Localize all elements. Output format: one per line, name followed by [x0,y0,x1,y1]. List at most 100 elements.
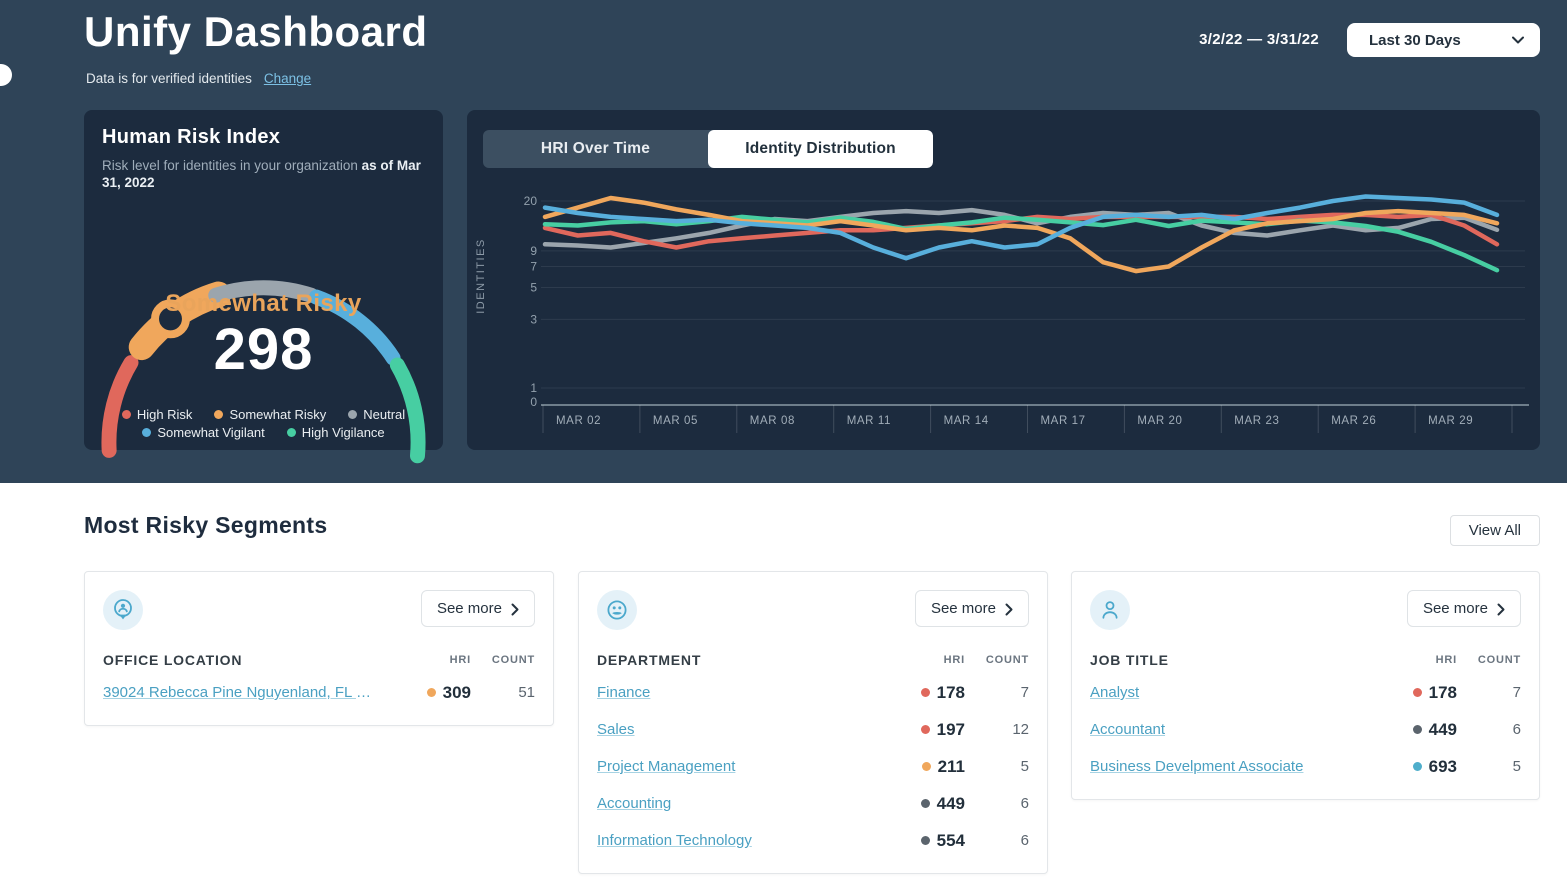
segment-row: Accountant 449 6 [1090,711,1521,748]
segment-row: Analyst 178 7 [1090,674,1521,711]
identity-chart-card: HRI Over Time Identity Distribution IDEN… [467,110,1540,450]
see-more-label: See more [436,600,502,617]
hri-value: 211 [937,756,965,776]
legend-dot [214,410,224,419]
y-axis-label: IDENTITIES [475,238,487,314]
hri-value: 178 [1428,682,1457,702]
chevron-right-icon [1497,603,1505,615]
gauge-legend-item: Somewhat Risky [214,407,326,422]
segment-count: 51 [518,684,535,701]
segment-card-top: See more [1090,590,1521,630]
segment-column-header: OFFICE LOCATION [103,652,243,668]
segment-count: 7 [1512,684,1521,701]
job-title-person-icon [1102,601,1118,619]
hri-value: 554 [936,830,965,850]
segment-table: DEPARTMENT HRI COUNT Finance 178 7 Sales… [597,652,1029,859]
segment-hri-cell: 178 [1373,683,1457,703]
gauge-needle-indicator [151,299,190,339]
legend-label: High Vigilance [301,425,385,440]
segment-row: 39024 Rebecca Pine Nguyenland, FL O... 3… [103,674,535,711]
svg-text:MAR 05: MAR 05 [653,415,698,427]
segment-hri-cell: 309 [387,683,471,703]
hri-level-dot [920,799,930,808]
hri-value: 449 [1428,719,1457,739]
count-column-header: COUNT [491,654,535,666]
tab-hri-over-time[interactable]: HRI Over Time [540,140,651,157]
hri-value: 197 [936,719,965,739]
hri-value: 178 [936,682,965,702]
see-more-label: See more [930,600,996,617]
change-link[interactable]: Change [263,71,312,86]
hri-level-dot [1412,725,1422,734]
segment-icon-circle [103,590,143,630]
edge-widget-notch[interactable] [0,64,12,86]
see-more-button[interactable]: See more [420,590,535,627]
hri-level-dot [1412,688,1422,697]
legend-dot [348,410,358,419]
hri-column-header: HRI [449,654,471,666]
segment-row: Business Develpment Associate 693 5 [1090,748,1521,785]
segment-card: See more DEPARTMENT HRI COUNT Finance 17… [578,571,1048,874]
segment-column-header: JOB TITLE [1090,652,1169,668]
date-range-label: 3/2/22 — 3/31/22 [1199,31,1319,48]
legend-label: Somewhat Risky [229,407,327,422]
segment-table-header: OFFICE LOCATION HRI COUNT [103,652,535,668]
header-band: Unify Dashboard Data is for verified ide… [0,0,1567,483]
gauge-legend-item: High Risk [121,407,193,422]
svg-text:3: 3 [530,312,537,326]
hri-card-subtitle: Risk level for identities in your organi… [102,157,424,191]
segment-link[interactable]: Accountant [1090,721,1166,738]
segment-row: Sales 197 12 [597,711,1029,748]
segment-hri-cell: 211 [881,757,965,777]
page-title: Unify Dashboard [84,8,428,55]
hri-level-dot [1412,762,1422,771]
hri-level-dot [920,688,930,697]
legend-label: Somewhat Vigilant [157,425,265,440]
segment-link[interactable]: Accounting [597,795,672,812]
segment-link[interactable]: Business Develpment Associate [1090,758,1304,775]
gauge-legend: High Risk Somewhat Risky Neutral Somewhat V… [84,407,443,440]
gauge-risk-value: 298 [213,317,314,382]
svg-text:MAR 08: MAR 08 [750,415,795,427]
segment-table: OFFICE LOCATION HRI COUNT 39024 Rebecca … [103,652,535,711]
svg-text:MAR 26: MAR 26 [1331,415,1376,427]
location-pin-person-icon [114,599,132,620]
segment-link[interactable]: Finance [597,684,651,701]
legend-dot [142,428,152,437]
segment-card-top: See more [103,590,535,630]
tab-identity-distribution[interactable]: Identity Distribution [708,130,933,168]
hri-card-subtitle-text: Risk level for identities in your organi… [102,158,358,173]
see-more-label: See more [1422,600,1488,617]
see-more-button[interactable]: See more [1406,590,1521,627]
svg-text:MAR 20: MAR 20 [1137,415,1182,427]
svg-text:20: 20 [524,194,538,208]
svg-text:MAR 02: MAR 02 [556,415,601,427]
legend-label: High Risk [136,407,193,422]
identity-distribution-chart: 20 9 7 5 3 10 MAR 02 MAR 05 MAR 08 MAR 11 MAR 14 MA… [524,194,1529,433]
segment-card: See more OFFICE LOCATION HRI COUNT 39024… [84,571,554,726]
gauge-legend-row: High Risk Somewhat Risky Neutral [84,407,443,422]
see-more-button[interactable]: See more [914,590,1029,627]
segment-link[interactable]: Information Technology [597,832,752,849]
period-dropdown[interactable]: Last 30 Days [1347,23,1540,57]
hri-value: 693 [1428,756,1457,776]
gauge-legend-item: Somewhat Vigilant [142,425,265,440]
segment-link[interactable]: Sales [597,721,635,738]
segment-link[interactable]: Project Management [597,758,736,775]
view-all-button[interactable]: View All [1449,515,1540,546]
segment-link[interactable]: Analyst [1090,684,1140,701]
gauge-legend-row: Somewhat Vigilant High Vigilance [84,425,443,440]
segment-rows: Finance 178 7 Sales 197 12 Project Manag… [597,674,1029,859]
segment-link[interactable]: 39024 Rebecca Pine Nguyenland, FL O... [103,684,381,701]
gauge-legend-item: Neutral [348,407,405,422]
gauge-risk-label: Somewhat Risky [165,290,362,317]
hri-column-header: HRI [1435,654,1457,666]
hri-card-title: Human Risk Index [102,126,281,148]
segment-count: 5 [1020,758,1029,775]
svg-text:MAR 11: MAR 11 [847,415,891,427]
segment-count: 5 [1512,758,1521,775]
hri-level-dot [426,688,436,697]
segment-table-header: DEPARTMENT HRI COUNT [597,652,1029,668]
count-column-header: COUNT [985,654,1029,666]
